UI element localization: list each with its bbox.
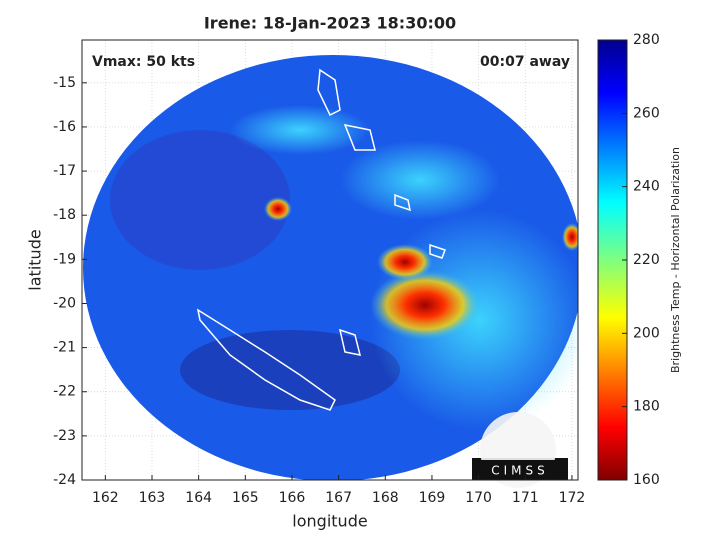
colorbar-tick-label: 280 [633, 32, 660, 48]
y-tick-label: -18 [53, 207, 76, 223]
x-tick-label: 163 [139, 490, 166, 506]
colorbar-tick-label: 260 [633, 105, 660, 121]
satellite-image [83, 55, 578, 480]
x-tick-label: 172 [559, 490, 586, 506]
x-tick-label: 166 [279, 490, 306, 506]
plot-frame [81, 39, 579, 481]
x-tick-label: 162 [92, 490, 119, 506]
x-tick-label: 170 [465, 490, 492, 506]
x-tick-label: 165 [232, 490, 259, 506]
logo-text: CIMSS [491, 464, 549, 478]
x-tick-label: 168 [372, 490, 399, 506]
colorbar-label: Brightness Temp - Horizontal Polarizatio… [669, 147, 682, 373]
vmax-label: Vmax: 50 kts [92, 54, 195, 70]
y-axis-label: latitude [26, 229, 45, 290]
y-tick-label: -23 [53, 428, 76, 444]
y-tick-label: -15 [53, 75, 76, 91]
y-tick-label: -24 [53, 472, 76, 488]
colorbar-tick-label: 200 [633, 325, 660, 341]
y-tick-label: -19 [53, 251, 76, 267]
chart-title: Irene: 18-Jan-2023 18:30:00 [204, 14, 456, 33]
y-tick-label: -21 [53, 340, 76, 356]
colorbar-tick-label: 160 [633, 472, 660, 488]
y-tick-label: -22 [53, 384, 76, 400]
x-tick-label: 164 [185, 490, 212, 506]
colorbar-tick-label: 180 [633, 399, 660, 415]
x-tick-label: 167 [325, 490, 352, 506]
y-tick-label: -20 [53, 295, 76, 311]
logo: CIMSS [472, 412, 568, 488]
colorbar-tick-label: 240 [633, 179, 660, 195]
y-tick-label: -16 [53, 119, 76, 135]
colorbar-tick-label: 220 [633, 252, 660, 268]
away-label: 00:07 away [480, 54, 570, 70]
x-tick-label: 169 [419, 490, 446, 506]
y-tick-label: -17 [53, 163, 76, 179]
x-tick-label: 171 [512, 490, 539, 506]
x-axis-label: longitude [292, 512, 367, 531]
